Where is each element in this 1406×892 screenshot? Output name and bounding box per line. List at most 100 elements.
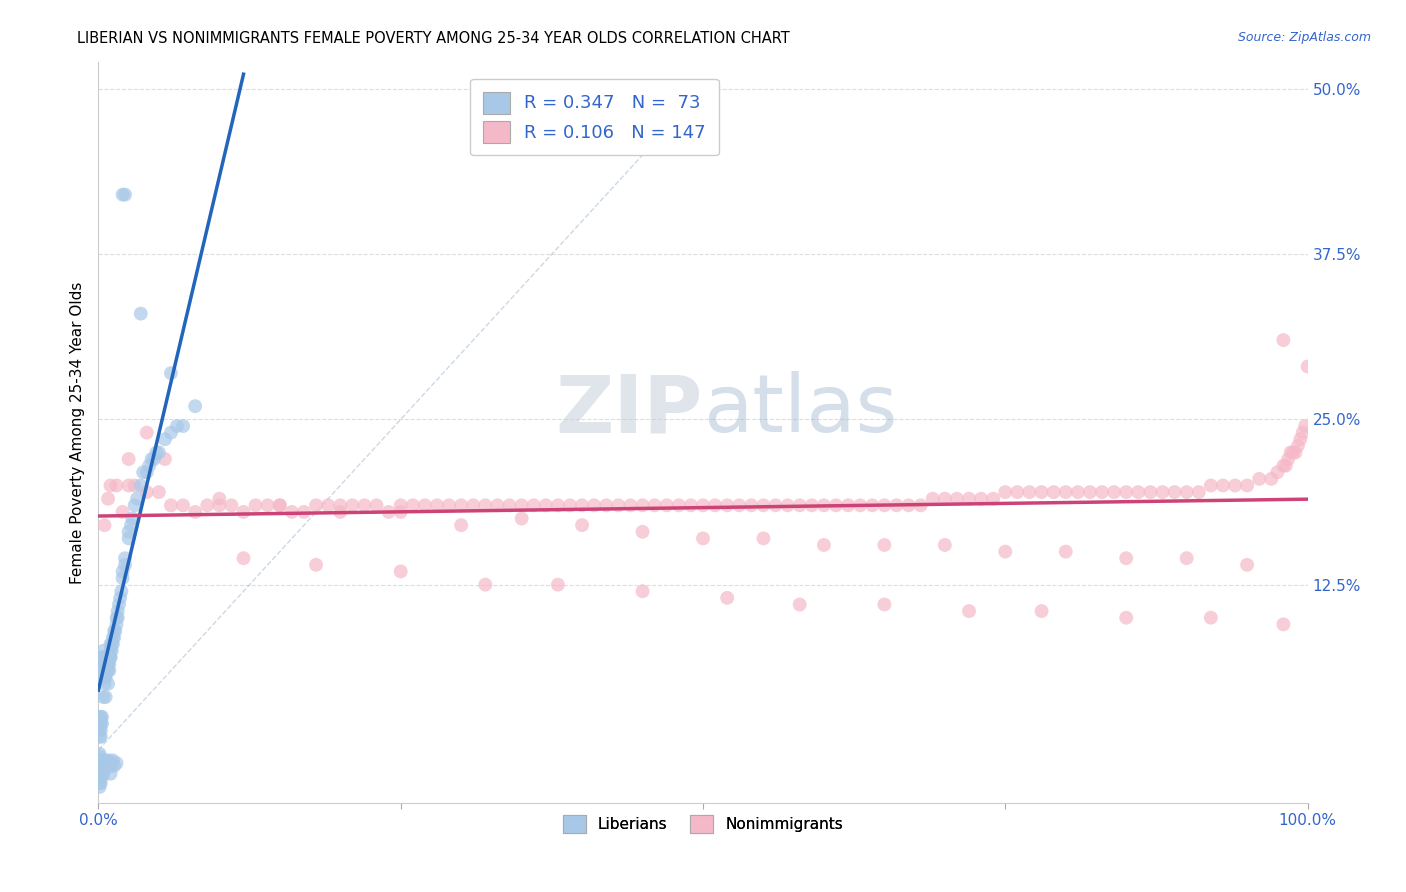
Point [886,499,908,513]
Point [281,505,304,519]
Point [1272,333,1295,347]
Point [101,754,124,768]
Point [110,584,132,599]
Point [100,766,122,780]
Point [1091,485,1114,500]
Point [1249,472,1271,486]
Point [619,499,641,513]
Point [103,758,125,772]
Point [1223,478,1246,492]
Point [547,499,569,513]
Point [89,763,111,777]
Point [1031,604,1053,618]
Point [474,499,496,513]
Point [91,758,114,772]
Point [1275,458,1298,473]
Point [1175,485,1198,500]
Point [129,478,152,492]
Point [970,491,993,506]
Point [93,754,115,768]
Point [100,637,122,651]
Point [90,716,112,731]
Point [245,499,267,513]
Point [813,499,835,513]
Point [97,657,120,671]
Point [329,505,352,519]
Point [704,499,727,513]
Point [1260,472,1282,486]
Point [269,499,291,513]
Point [90,730,112,744]
Point [1102,485,1125,500]
Point [316,499,339,513]
Point [1031,485,1053,500]
Point [692,499,714,513]
Point [825,499,848,513]
Point [1296,359,1319,374]
Point [98,650,121,665]
Point [97,664,120,678]
Point [138,458,160,473]
Point [111,187,134,202]
Point [232,505,254,519]
Point [89,772,111,786]
Point [486,499,509,513]
Point [87,754,110,768]
Point [994,485,1017,500]
Point [208,491,231,506]
Point [1279,445,1302,459]
Point [934,538,956,552]
Point [118,524,141,539]
Point [1282,445,1305,459]
Point [100,650,122,665]
Point [91,716,114,731]
Point [583,499,606,513]
Point [108,598,131,612]
Point [716,591,738,605]
Point [776,499,799,513]
Point [93,677,115,691]
Point [1286,439,1309,453]
Point [91,644,114,658]
Point [90,776,112,790]
Point [105,478,128,492]
Point [740,499,762,513]
Point [994,544,1017,558]
Point [141,452,163,467]
Point [98,754,121,768]
Point [89,780,111,794]
Point [87,769,110,783]
Point [114,551,136,566]
Point [90,756,112,771]
Point [498,499,520,513]
Point [148,485,170,500]
Point [100,650,122,665]
Point [510,511,533,525]
Point [94,664,117,678]
Point [166,419,188,434]
Point [90,710,112,724]
Point [94,756,117,771]
Point [342,499,364,513]
Point [184,399,207,413]
Point [1188,485,1211,500]
Point [91,690,114,704]
Point [118,532,141,546]
Point [89,754,111,768]
Point [105,611,128,625]
Point [655,499,678,513]
Point [100,758,122,772]
Point [89,749,111,764]
Point [728,499,751,513]
Point [631,499,654,513]
Point [98,664,121,678]
Point [353,499,375,513]
Point [1199,478,1222,492]
Point [957,491,980,506]
Point [94,690,117,704]
Point [595,499,617,513]
Point [1007,485,1029,500]
Point [87,758,110,772]
Point [118,452,141,467]
Point [153,432,176,446]
